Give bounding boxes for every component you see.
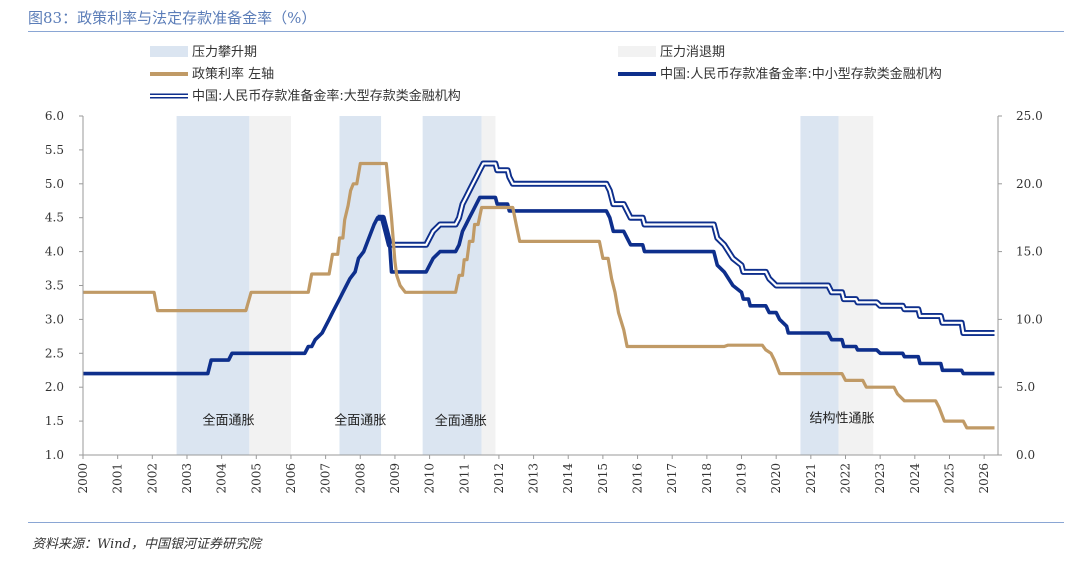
x-tick-label-17: 2017 — [665, 463, 679, 494]
right-tick-label-3: 15.0 — [1016, 245, 1043, 259]
band-fall-1 — [249, 116, 291, 455]
left-tick-label-8: 5.0 — [45, 177, 64, 191]
x-tick-label-2: 2002 — [145, 463, 159, 494]
band-rise-0 — [176, 116, 250, 455]
x-tick-label-15: 2015 — [596, 463, 610, 494]
x-tick-label-21: 2021 — [804, 463, 818, 494]
left-tick-label-1: 1.5 — [45, 414, 64, 428]
band-annotation-2: 全面通胀 — [435, 413, 487, 429]
band-annotation-3: 结构性通胀 — [810, 411, 875, 426]
legend-label-fall: 压力消退期 — [660, 45, 725, 60]
x-tick-label-26: 2026 — [977, 463, 991, 494]
legend-label-rise: 压力攀升期 — [192, 45, 257, 60]
band-annotation-0: 全面通胀 — [203, 412, 255, 428]
left-tick-label-6: 4.0 — [45, 245, 64, 259]
legend-swatch-rise — [150, 46, 188, 57]
left-tick-label-10: 6.0 — [45, 109, 64, 123]
band-fall-4 — [481, 116, 496, 455]
left-tick-label-4: 3.0 — [45, 312, 64, 326]
right-tick-label-2: 10.0 — [1016, 312, 1043, 326]
right-tick-label-1: 5.0 — [1016, 380, 1035, 394]
series-lines — [83, 160, 995, 430]
x-tick-label-23: 2023 — [873, 463, 887, 494]
x-tick-label-13: 2013 — [527, 463, 541, 494]
band-fall-6 — [838, 116, 874, 455]
legend-label-small: 中国:人民币存款准备金率:中小型存款类金融机构 — [660, 66, 942, 82]
left-tick-label-9: 5.5 — [45, 143, 64, 157]
source-divider — [28, 522, 1064, 523]
legend: 压力攀升期 压力消退期 政策利率 左轴 中国:人民币存款准备金率:中小型存款类金… — [150, 45, 942, 104]
x-tick-label-11: 2011 — [457, 463, 471, 494]
x-tick-label-3: 2003 — [180, 463, 194, 494]
pressure-bands — [176, 116, 874, 455]
x-tick-label-16: 2016 — [631, 463, 645, 494]
x-tick-label-18: 2018 — [700, 463, 714, 494]
series-small-rrr — [83, 195, 995, 376]
right-tick-label-0: 0.0 — [1016, 448, 1035, 462]
x-tick-label-5: 2005 — [249, 463, 263, 494]
x-tick-label-10: 2010 — [423, 463, 437, 494]
left-tick-label-0: 1.0 — [45, 448, 64, 462]
x-tick-label-25: 2025 — [942, 463, 956, 494]
left-tick-label-2: 2.0 — [45, 380, 64, 394]
x-tick-label-20: 2020 — [769, 463, 783, 494]
x-tick-label-6: 2006 — [284, 463, 298, 494]
band-annotations: 全面通胀 全面通胀 全面通胀 结构性通胀 — [203, 411, 875, 429]
x-tick-label-24: 2024 — [908, 463, 922, 494]
x-tick-label-22: 2022 — [839, 463, 853, 494]
legend-label-policy: 政策利率 左轴 — [192, 66, 274, 82]
x-tick-label-12: 2012 — [492, 463, 506, 494]
x-tick-label-1: 2001 — [111, 463, 125, 494]
x-tick-label-0: 2000 — [76, 463, 90, 494]
figure-title: 图83：政策利率与法定存款准备金率（%） — [28, 9, 317, 27]
source-note: 资料来源：Wind，中国银河证券研究院 — [32, 537, 261, 552]
left-tick-label-3: 2.5 — [45, 346, 64, 360]
x-tick-label-4: 2004 — [215, 463, 229, 494]
right-tick-label-5: 25.0 — [1016, 109, 1043, 123]
title-divider — [28, 31, 1064, 32]
legend-swatch-fall — [618, 46, 656, 57]
series-large-rrr-inner — [377, 162, 995, 335]
band-rise-3 — [422, 116, 482, 455]
x-tick-label-9: 2009 — [388, 463, 402, 494]
series-policy-rate — [83, 161, 995, 430]
x-tick-label-7: 2007 — [319, 463, 333, 494]
band-annotation-1: 全面通胀 — [334, 412, 386, 428]
left-tick-label-7: 4.5 — [45, 211, 64, 225]
left-tick-label-5: 3.5 — [45, 279, 64, 293]
right-tick-label-4: 20.0 — [1016, 177, 1043, 191]
legend-label-large: 中国:人民币存款准备金率:大型存款类金融机构 — [192, 88, 461, 104]
x-tick-label-14: 2014 — [561, 463, 575, 494]
x-tick-label-19: 2019 — [735, 463, 749, 494]
x-tick-label-8: 2008 — [353, 463, 367, 494]
axes: 1.0 1.5 2.0 2.5 3.0 3.5 4.0 4.5 5.0 5.5 6.0 0.0 5.0 1… — [45, 109, 1043, 494]
